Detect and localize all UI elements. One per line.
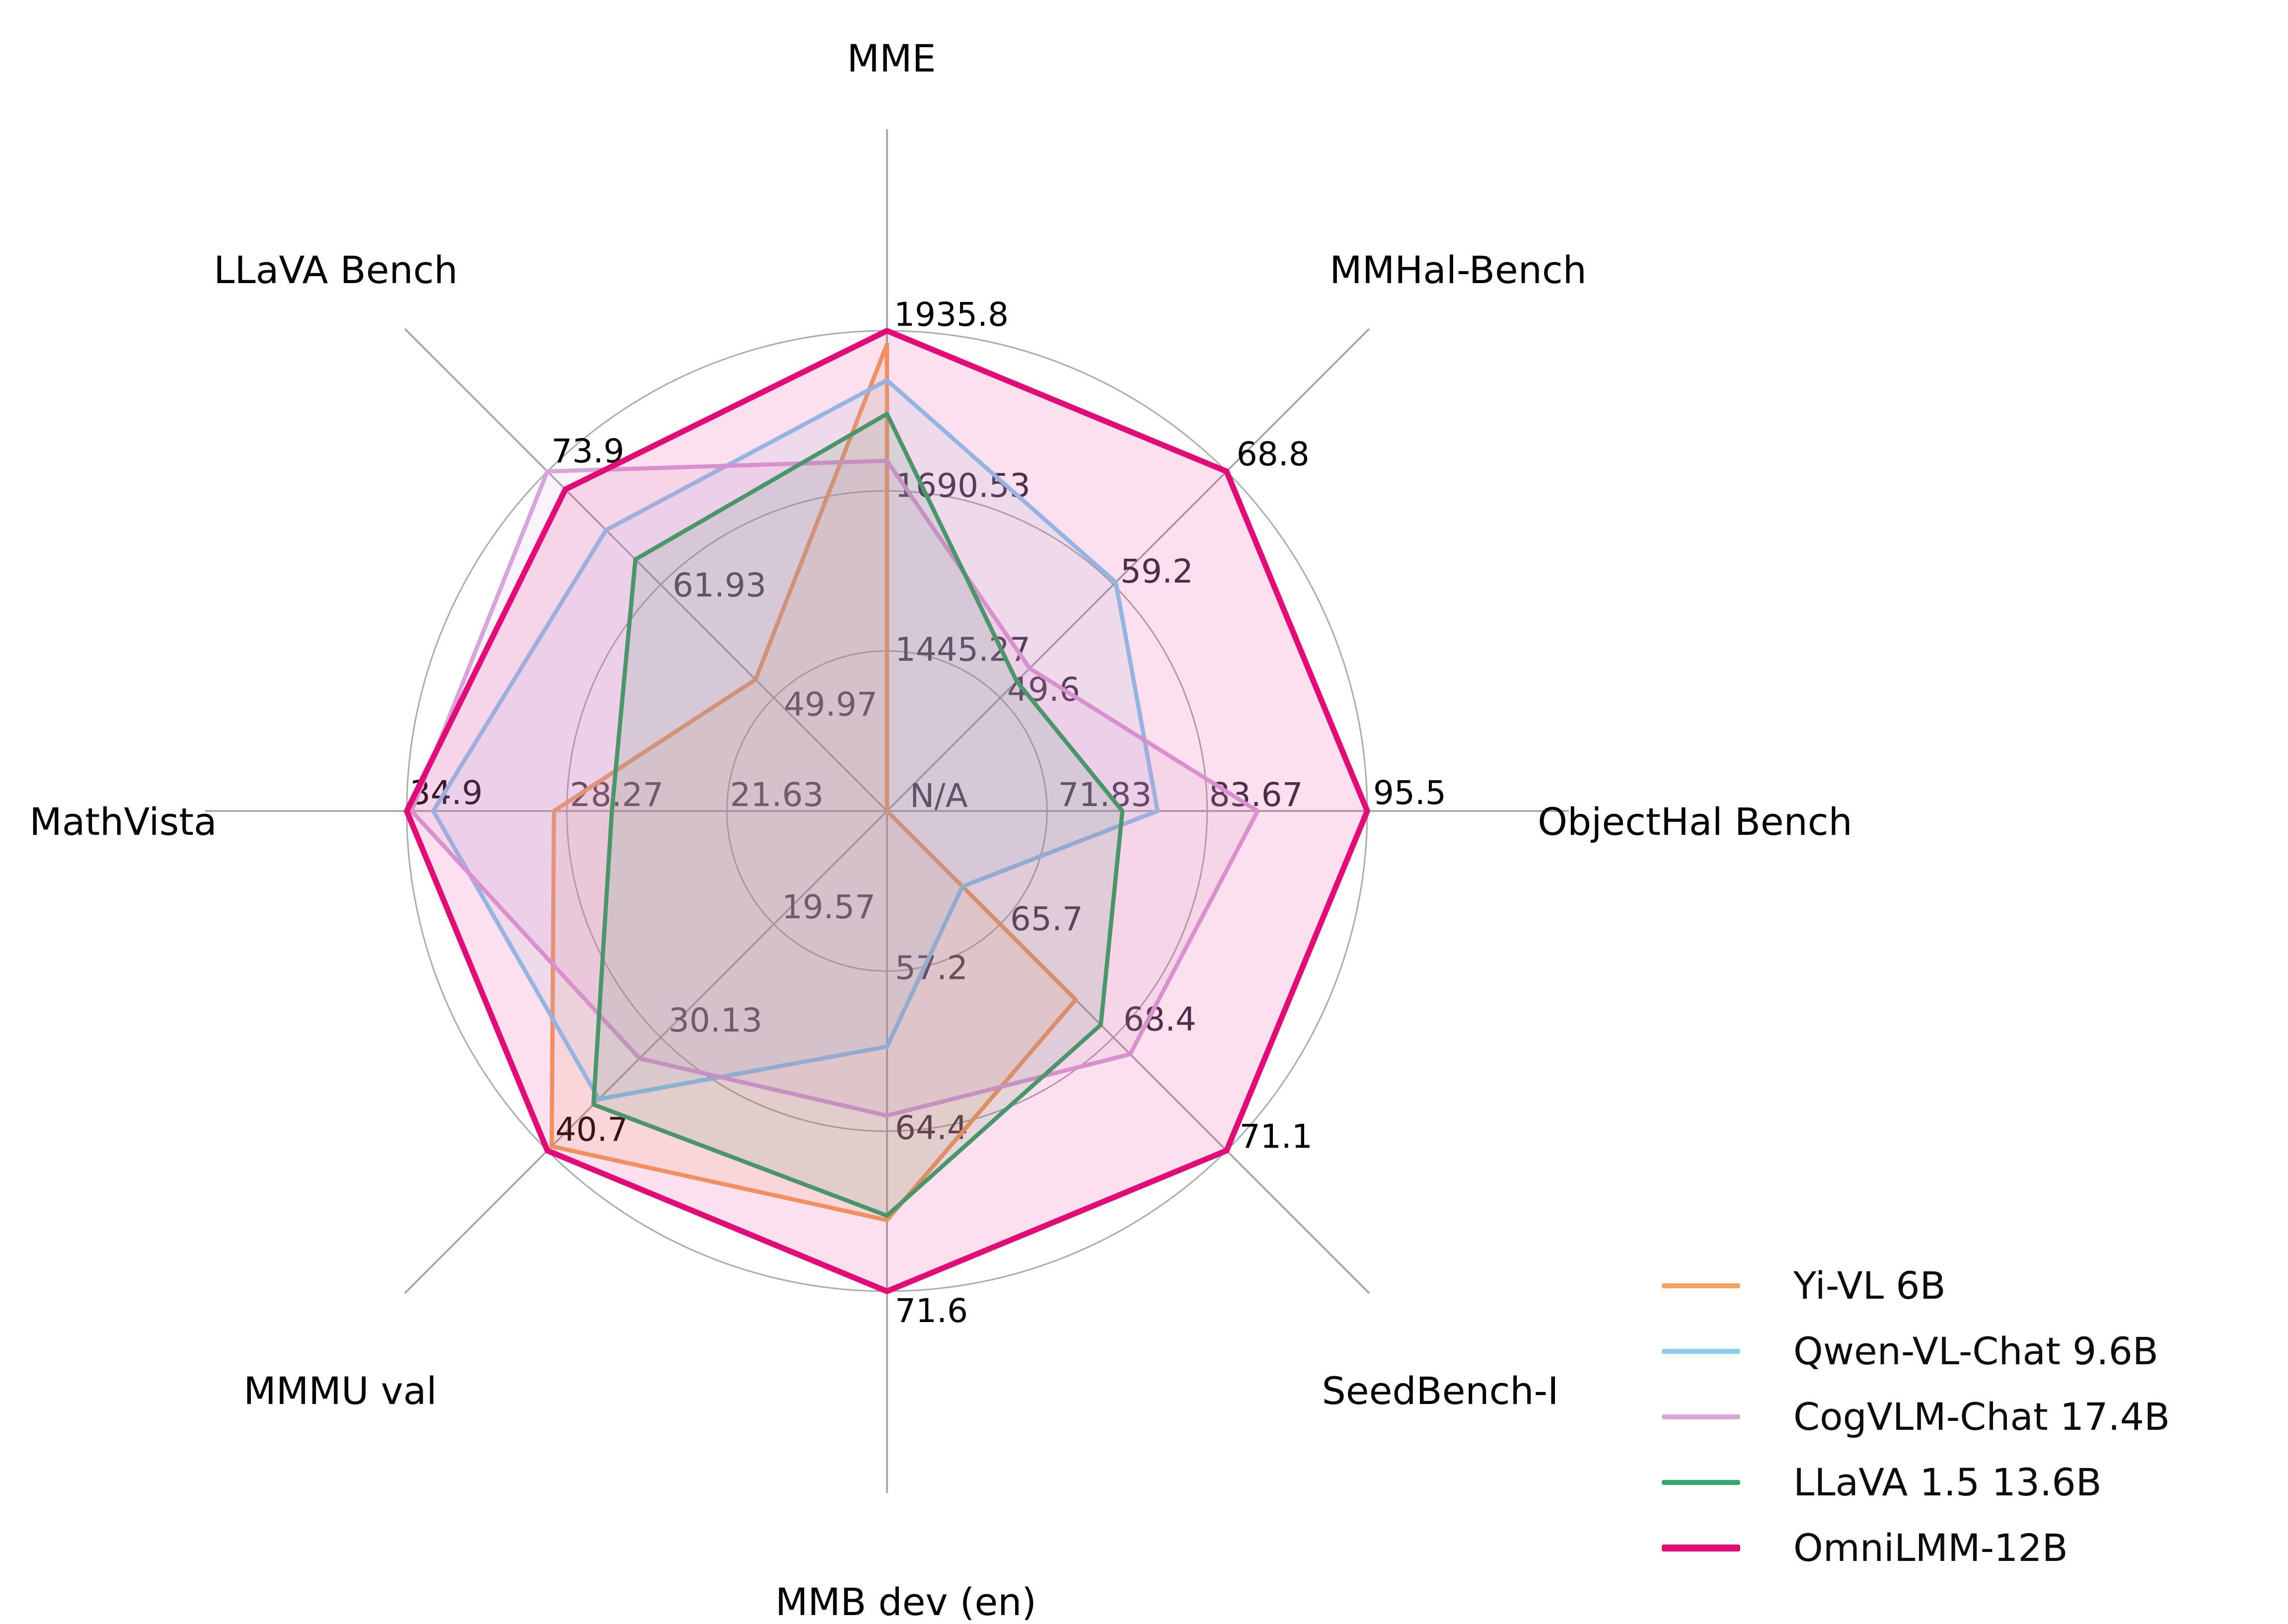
series-polygon-cogvlm-chat-17-4b [409, 458, 1260, 1118]
ring-label-mmmu-val-2: 30.13 [668, 1001, 762, 1039]
series-polygon-omnilmm-12b [404, 328, 1370, 1294]
ring-label-mmmu-val-3: 40.7 [555, 1110, 628, 1149]
legend-item: LLaVA 1.5 13.6B [1662, 1450, 2170, 1515]
ring-label-mathvista-2: 28.27 [570, 776, 664, 814]
series-polygon-qwen-vl-chat-9-6b [431, 378, 1160, 1102]
series-polygon-llava-1-5-13-6b [591, 412, 1125, 1218]
ring-label-seedbench-i-3: 71.1 [1240, 1117, 1313, 1156]
ring-label-llava-bench-2: 61.93 [672, 566, 766, 604]
legend-label: CogVLM-Chat 17.4B [1793, 1395, 2170, 1439]
axis-title-mmmu-val: MMMU val [243, 1369, 437, 1413]
ring-label-objecthal-bench-1: 71.83 [1058, 776, 1152, 814]
ring-label-mmmu-val-1: 19.57 [782, 888, 876, 926]
ring-label-mmhal-bench-2: 59.2 [1120, 552, 1193, 591]
legend-label: Yi-VL 6B [1793, 1263, 1946, 1308]
legend-label: Qwen-VL-Chat 9.6B [1793, 1329, 2159, 1373]
axis-title-mmhal-bench: MMHal-Bench [1329, 248, 1587, 292]
axis-title-llava-bench: LLaVA Bench [214, 248, 458, 292]
spoke-mmmu-val [404, 810, 888, 1294]
ring-label-mmhal-bench-3: 68.8 [1237, 435, 1310, 473]
axis-title-mmb-dev-en: MMB dev (en) [775, 1580, 1036, 1624]
axis-title-seedbench-i: SeedBench-I [1322, 1369, 1559, 1413]
legend-swatch-yi-vl-6b [1662, 1283, 1740, 1288]
axis-title-mathvista: MathVista [29, 800, 217, 844]
ring-label-seedbench-i-1: 65.7 [1010, 900, 1083, 938]
ring-label-mme-3: 1935.8 [894, 295, 1009, 334]
legend-swatch-qwen-vl-chat [1662, 1349, 1740, 1354]
ring-label-llava-bench-1: 49.97 [784, 685, 878, 724]
legend-swatch-omnilmm-12b [1662, 1545, 1740, 1551]
legend-swatch-cogvlm-chat [1662, 1414, 1740, 1419]
ring-label-mathvista-1: 21.63 [730, 776, 824, 814]
legend-item: CogVLM-Chat 17.4B [1662, 1384, 2170, 1450]
legend-swatch-llava-1-5 [1662, 1480, 1740, 1485]
legend-item: OmniLMM-12B [1662, 1515, 2170, 1581]
spoke-llava-bench [404, 328, 888, 812]
center-label-na: N/A [910, 777, 968, 815]
ring-label-objecthal-bench-3: 95.5 [1373, 774, 1446, 812]
legend-label: OmniLMM-12B [1793, 1526, 2068, 1570]
legend-item: Yi-VL 6B [1662, 1253, 2170, 1319]
axis-title-mme: MME [847, 36, 936, 80]
axis-title-objecthal-bench: ObjectHal Bench [1538, 800, 1852, 844]
legend-label: LLaVA 1.5 13.6B [1793, 1460, 2102, 1504]
legend-item: Qwen-VL-Chat 9.6B [1662, 1319, 2170, 1384]
legend: Yi-VL 6B Qwen-VL-Chat 9.6B CogVLM-Chat 1… [1662, 1253, 2170, 1581]
series-polygon-yi-vl-6b [549, 342, 1078, 1222]
ring-label-seedbench-i-2: 68.4 [1123, 1000, 1196, 1038]
spoke-mmhal-bench [886, 328, 1370, 812]
ring-label-mmb-dev-en-3: 71.6 [895, 1292, 968, 1330]
